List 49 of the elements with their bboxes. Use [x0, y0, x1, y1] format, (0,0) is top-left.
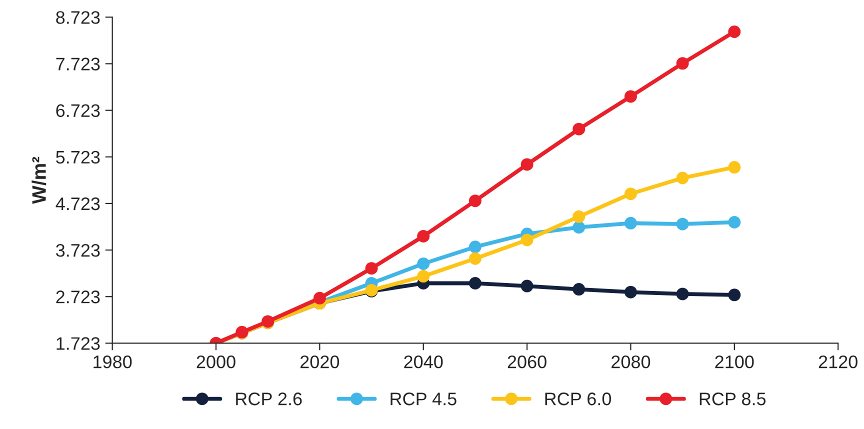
y-tick-label: 7.723: [56, 58, 100, 70]
point: [572, 283, 586, 296]
y-tick-label: 2.723: [56, 290, 100, 304]
y-tick-label: 5.723: [56, 150, 100, 164]
y-tick-label: 6.723: [56, 104, 100, 118]
legend-label: RCP 8.5: [700, 392, 766, 406]
y-axis-title: W/m²: [32, 156, 46, 204]
point: [468, 252, 482, 265]
point: [468, 240, 482, 254]
point: [572, 221, 586, 234]
point: [520, 280, 534, 292]
point: [313, 292, 326, 304]
point: [417, 270, 430, 283]
y-tick-label: 1.723: [56, 337, 100, 350]
x-tick-label: 2020: [300, 355, 340, 368]
x-tick-label: 2000: [196, 355, 236, 368]
point: [676, 288, 689, 300]
point: [728, 161, 741, 174]
x-tick-label: 2100: [715, 355, 754, 368]
point: [676, 57, 689, 70]
point: [468, 277, 482, 290]
legend-label: RCP 6.0: [545, 392, 612, 406]
point: [728, 288, 741, 302]
point: [520, 158, 534, 171]
point: [624, 188, 637, 200]
x-tick-label: 1980: [94, 355, 132, 368]
point: [572, 210, 586, 223]
point: [728, 25, 741, 38]
y-tick-label: 3.723: [56, 244, 100, 257]
legend-label: RCP 4.5: [390, 392, 456, 406]
y-tick-label: 4.723: [56, 197, 100, 210]
point: [468, 194, 482, 208]
point: [572, 122, 586, 136]
legend-label: RCP 2.6: [236, 392, 302, 406]
y-tick-label: 8.723: [56, 11, 100, 24]
point: [676, 218, 689, 230]
point: [728, 216, 741, 228]
point: [624, 90, 637, 103]
point: [417, 257, 430, 270]
point: [365, 262, 378, 275]
point: [624, 216, 637, 230]
point: [624, 286, 637, 298]
point: [417, 230, 430, 242]
x-tick-label: 2060: [508, 355, 546, 368]
x-tick-label: 2120: [818, 355, 858, 368]
x-tick-label: 2080: [612, 355, 650, 368]
point: [676, 172, 689, 184]
point: [520, 234, 534, 246]
x-tick-label: 2040: [404, 355, 443, 368]
